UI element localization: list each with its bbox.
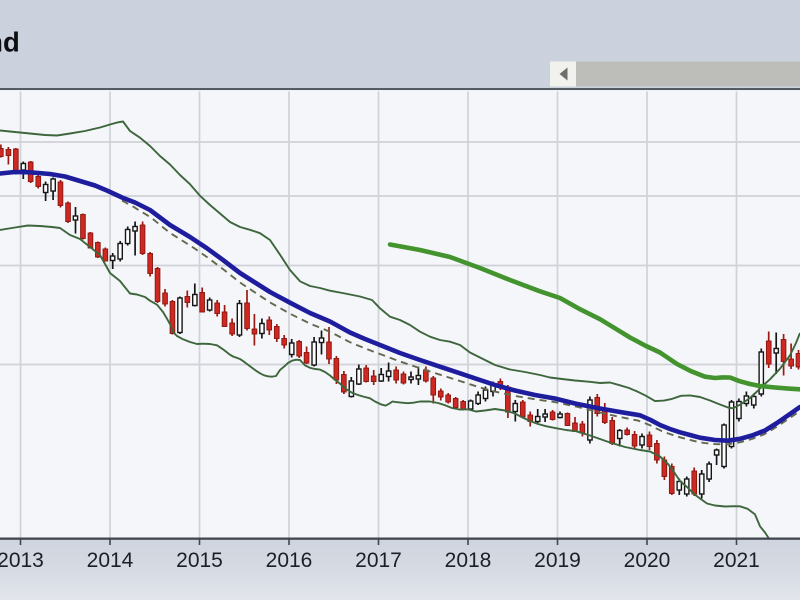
svg-text:2019: 2019	[534, 549, 581, 572]
svg-text:2021: 2021	[713, 549, 760, 572]
svg-text:2017: 2017	[355, 549, 402, 572]
svg-text:2020: 2020	[624, 549, 671, 572]
svg-text:2018: 2018	[445, 549, 492, 572]
svg-text:2013: 2013	[0, 549, 44, 572]
svg-text:2014: 2014	[87, 549, 134, 572]
svg-text:2015: 2015	[176, 549, 223, 572]
svg-text:2016: 2016	[266, 549, 313, 572]
svg-text:Band: Band	[0, 27, 20, 58]
